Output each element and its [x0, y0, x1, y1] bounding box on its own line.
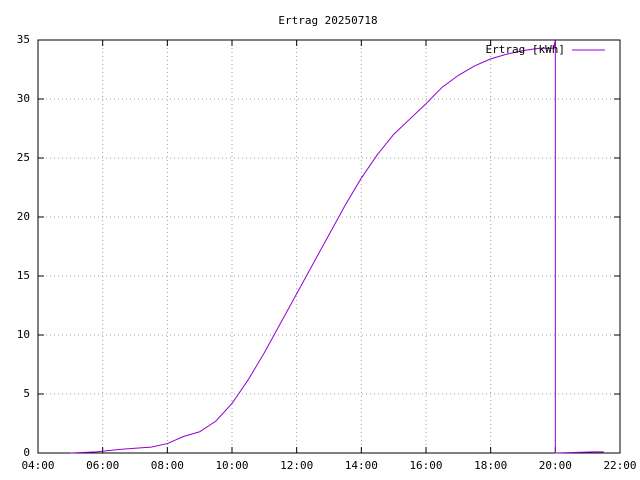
y-tick-label: 30: [17, 92, 30, 105]
x-tick-label: 12:00: [280, 459, 313, 472]
legend-label: Ertrag [kWh]: [486, 43, 565, 56]
chart-title: Ertrag 20250718: [278, 14, 377, 27]
y-tick-label: 5: [23, 387, 30, 400]
x-tick-label: 08:00: [151, 459, 184, 472]
x-tick-label: 04:00: [21, 459, 54, 472]
x-tick-label: 10:00: [215, 459, 248, 472]
x-tick-label: 16:00: [409, 459, 442, 472]
y-tick-label: 25: [17, 151, 30, 164]
x-tick-label: 18:00: [474, 459, 507, 472]
x-tick-label: 14:00: [345, 459, 378, 472]
plot-border: [37, 39, 621, 454]
x-tick-label: 22:00: [603, 459, 636, 472]
y-tick-label: 0: [23, 446, 30, 459]
y-tick-label: 35: [17, 33, 30, 46]
y-tick-label: 15: [17, 269, 30, 282]
x-tick-label: 20:00: [539, 459, 572, 472]
y-tick-label: 20: [17, 210, 30, 223]
y-tick-label: 10: [17, 328, 30, 341]
x-tick-label: 06:00: [86, 459, 119, 472]
data-line: [70, 39, 604, 454]
